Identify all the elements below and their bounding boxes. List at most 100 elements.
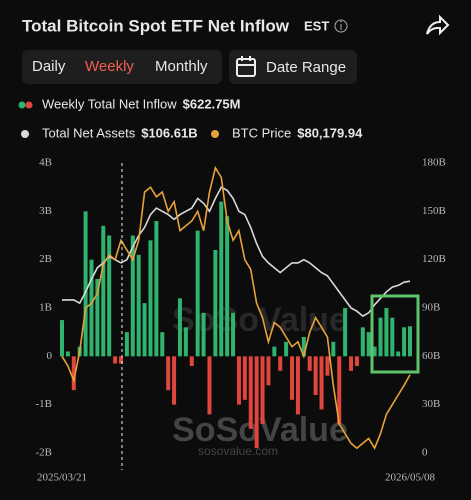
watermark-url: sosovalue.com	[198, 444, 278, 458]
date-range-button[interactable]	[229, 50, 357, 84]
title: Total Bitcoin Spot ETF Net Inflow	[22, 16, 290, 35]
legend-label: Weekly Total Net Inflow	[42, 96, 177, 111]
bar	[195, 230, 200, 357]
legend-value: $106.61B	[141, 125, 197, 140]
bar	[408, 326, 412, 357]
bar	[89, 259, 94, 357]
bar	[142, 303, 147, 357]
bar	[266, 356, 271, 386]
bar	[71, 356, 76, 391]
legend-swatch	[18, 101, 26, 109]
bar	[337, 356, 342, 424]
bar	[148, 240, 153, 357]
bar	[272, 346, 277, 357]
tab[interactable]: Daily	[32, 58, 66, 75]
bar	[313, 356, 318, 395]
bar	[248, 356, 253, 429]
bar	[319, 356, 324, 410]
bar	[219, 201, 224, 357]
legend-swatch	[25, 101, 33, 109]
bar	[349, 356, 354, 371]
bar	[124, 332, 129, 357]
line	[61, 165, 411, 450]
bar	[366, 332, 371, 357]
bar	[242, 356, 247, 400]
y-tick-label: 0	[47, 350, 53, 362]
bar	[390, 317, 395, 357]
bar	[231, 312, 236, 357]
tab[interactable]: Monthly	[155, 58, 208, 75]
bar	[201, 312, 206, 357]
y2-tick-label: 90B	[422, 302, 440, 314]
bar	[325, 356, 330, 376]
y2-tick-label: 180B	[422, 157, 446, 169]
bar	[166, 356, 171, 391]
bar	[301, 337, 306, 357]
y2-tick-label: 120B	[422, 253, 446, 265]
legend-label: Total Net Assets	[42, 125, 136, 140]
tab[interactable]: Weekly	[85, 58, 134, 75]
bar	[343, 308, 348, 357]
tabs	[22, 50, 222, 84]
x-tick-label: 2026/05/08	[385, 472, 436, 484]
bar	[107, 235, 112, 357]
highlight-box	[370, 294, 420, 374]
bar	[236, 356, 241, 405]
y-tick-label: -1B	[36, 398, 53, 410]
bar	[331, 341, 336, 357]
watermark: SoSoValue	[172, 411, 348, 449]
y2-tick-label: 0	[422, 447, 428, 459]
bar	[360, 327, 365, 357]
bar	[402, 327, 407, 357]
line	[62, 186, 411, 318]
bar	[396, 351, 401, 357]
bar	[113, 356, 118, 364]
bar	[65, 351, 70, 357]
x-tick-label: 2025/03/21	[37, 472, 87, 484]
legend-swatch	[21, 130, 29, 138]
info-icon[interactable]	[334, 19, 348, 33]
calendar-icon	[236, 56, 256, 77]
bar	[83, 211, 88, 357]
legend-value: $622.75M	[183, 96, 241, 111]
bar	[225, 216, 230, 357]
bar	[136, 254, 141, 357]
bar	[177, 298, 182, 357]
date-range-label[interactable]: Date Range	[266, 59, 346, 76]
y-tick-label: -2B	[36, 447, 53, 459]
bar	[372, 346, 377, 357]
legend-swatch	[211, 130, 219, 138]
bar	[101, 225, 106, 357]
bar	[278, 356, 283, 371]
bar	[95, 279, 100, 357]
bar	[378, 317, 383, 357]
y-tick-label: 1B	[39, 302, 52, 314]
share-icon[interactable]	[426, 14, 450, 36]
timezone[interactable]: EST	[304, 18, 329, 33]
bar	[384, 308, 389, 357]
bar	[183, 327, 188, 357]
y-tick-label: 2B	[39, 253, 52, 265]
bar	[154, 221, 159, 357]
legend-value: $80,179.94	[297, 125, 363, 140]
bar	[160, 332, 165, 357]
bar	[130, 235, 135, 357]
y2-tick-label: 30B	[422, 398, 440, 410]
bar	[254, 356, 259, 449]
bar	[260, 356, 265, 424]
bar	[118, 356, 123, 364]
y2-tick-label: 60B	[422, 350, 440, 362]
y2-tick-label: 150B	[422, 205, 446, 217]
bar	[290, 356, 295, 400]
y-tick-label: 4B	[39, 157, 52, 169]
bar	[295, 356, 300, 415]
y-tick-label: 3B	[39, 205, 52, 217]
bar	[172, 356, 177, 405]
watermark: SoSoValue	[172, 301, 348, 339]
legend-label: BTC Price	[232, 125, 291, 140]
bar	[60, 320, 64, 357]
bar	[213, 250, 218, 357]
bar	[284, 341, 289, 357]
bar	[354, 356, 359, 366]
